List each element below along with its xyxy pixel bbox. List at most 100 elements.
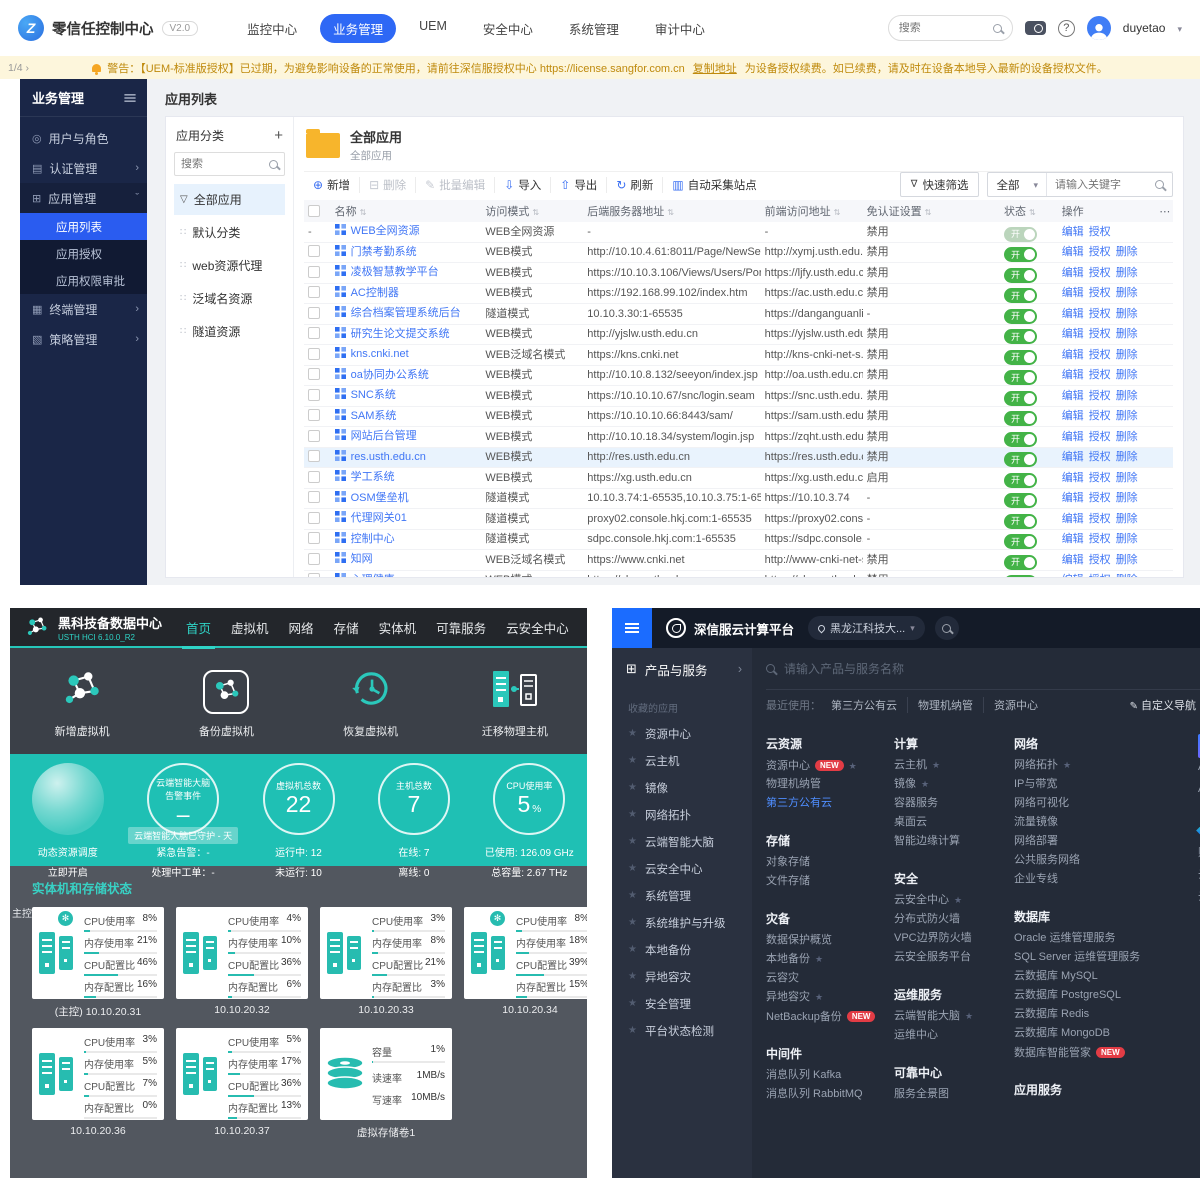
status-toggle[interactable]: 开 xyxy=(1004,308,1038,324)
recent-item[interactable]: 资源中心 xyxy=(983,697,1048,713)
top-nav-item[interactable]: 系统管理 xyxy=(568,22,619,37)
status-toggle[interactable]: 开 xyxy=(1004,513,1038,529)
stat-caption[interactable]: 在线: 7 xyxy=(398,848,430,859)
select-all-checkbox[interactable] xyxy=(308,204,320,217)
row-checkbox[interactable] xyxy=(308,368,320,381)
service-link[interactable]: 分布式防火墙 xyxy=(894,913,960,925)
service-link[interactable]: 数据库智能管家 NEW xyxy=(1014,1043,1192,1062)
service-link[interactable]: 应用服务 xyxy=(1014,1083,1063,1097)
grant-link[interactable]: 授权 xyxy=(1088,492,1111,505)
category-search-input[interactable] xyxy=(181,158,261,170)
status-toggle[interactable]: 开 xyxy=(1004,267,1038,283)
sidebar-item[interactable]: ▧ 策略管理 › xyxy=(20,324,147,354)
sidebar-item[interactable]: 应用授权 xyxy=(20,240,147,267)
edit-link[interactable]: 编辑 xyxy=(1061,225,1084,238)
edit-link[interactable]: 编辑 xyxy=(1061,369,1084,382)
service-link[interactable]: 云端代理 xyxy=(1198,864,1200,886)
row-checkbox[interactable] xyxy=(308,286,320,299)
grant-link[interactable]: 授权 xyxy=(1088,430,1111,443)
service-link[interactable]: 网络拓扑 ★ xyxy=(1014,759,1072,771)
sidebar-item[interactable]: ⊞ 应用管理 ˇ xyxy=(20,183,147,213)
app-name-link[interactable]: 门禁考勤系统 xyxy=(350,245,417,258)
favorite-item[interactable]: ★ 平台状态检测 xyxy=(628,1025,714,1038)
favorite-item[interactable]: ★ 资源中心 xyxy=(628,728,691,741)
service-link[interactable]: 网络 xyxy=(1014,737,1039,751)
status-toggle[interactable]: 开 xyxy=(1004,390,1038,406)
service-link[interactable]: 云数据库 PostgreSQL xyxy=(1014,989,1121,1001)
grant-link[interactable]: 授权 xyxy=(1088,287,1111,300)
favorite-item[interactable]: ★ 云端智能大脑 xyxy=(628,836,714,849)
stat-caption[interactable]: 总容量: 2.67 THz xyxy=(491,868,568,879)
service-link[interactable]: 数据保护概览 xyxy=(766,934,832,946)
service-link[interactable]: 容器服务 xyxy=(894,797,938,809)
category-item[interactable]: ▽ 全部应用 xyxy=(174,184,285,215)
edit-link[interactable]: 编辑 xyxy=(1061,451,1084,464)
delete-link[interactable]: 删除 xyxy=(1115,451,1138,464)
hci-nav-item[interactable]: 虚拟机 xyxy=(231,621,269,636)
grant-link[interactable]: 授权 xyxy=(1088,307,1111,320)
service-link[interactable]: 运维中心 xyxy=(894,1029,938,1041)
delete-link[interactable]: 删除 xyxy=(1115,266,1138,279)
app-name-link[interactable]: SAM系统 xyxy=(350,409,397,422)
status-toggle[interactable]: 开 xyxy=(1004,472,1038,488)
service-link[interactable]: AI人工智能 xyxy=(1198,734,1200,758)
service-link[interactable]: 可靠中心 xyxy=(894,1066,943,1080)
status-toggle[interactable]: 开 xyxy=(1004,370,1038,385)
service-link[interactable]: 云主机 ★ xyxy=(894,759,941,771)
service-link[interactable]: 数据库 xyxy=(1014,910,1051,924)
service-link[interactable]: 云端智能大脑 ★ xyxy=(894,1010,974,1022)
help-icon[interactable]: ? xyxy=(1057,19,1075,37)
favorite-item[interactable]: ★ 系统管理 xyxy=(628,890,691,903)
status-toggle[interactable]: 开 xyxy=(1004,534,1038,549)
edit-link[interactable]: 编辑 xyxy=(1061,328,1084,341)
status-toggle[interactable]: 开 xyxy=(1004,431,1038,447)
edit-link[interactable]: 编辑 xyxy=(1061,512,1084,525)
status-toggle[interactable]: 开 xyxy=(1004,247,1038,262)
service-link[interactable]: 服务全景图 xyxy=(894,1088,949,1100)
service-link[interactable]: 网络可视化 xyxy=(1014,797,1069,809)
service-link[interactable]: 网络部署 xyxy=(1014,835,1058,847)
service-link[interactable]: 对象存储 xyxy=(766,856,810,868)
sidebar-item[interactable]: 应用列表 xyxy=(20,213,147,240)
grant-link[interactable]: 授权 xyxy=(1088,471,1111,484)
app-name-link[interactable]: 控制中心 xyxy=(350,532,395,545)
menu-toggle-button[interactable] xyxy=(612,608,652,648)
category-item[interactable]: ∷ 隧道资源 xyxy=(174,316,285,347)
search-input[interactable] xyxy=(898,22,974,34)
row-checkbox[interactable] xyxy=(308,265,320,278)
hci-nav-item[interactable]: 实体机 xyxy=(378,621,417,636)
edit-link[interactable]: 编辑 xyxy=(1062,574,1084,577)
edit-link[interactable]: 编辑 xyxy=(1061,287,1084,300)
edit-link[interactable]: 编辑 xyxy=(1061,553,1084,566)
edit-link[interactable]: 编辑 xyxy=(1061,307,1084,320)
delete-link[interactable]: 删除 xyxy=(1115,328,1138,341)
top-nav-item[interactable]: 监控中心 xyxy=(247,22,298,37)
customize-nav-button[interactable]: ✎ 自定义导航 xyxy=(1129,700,1196,712)
stat-caption[interactable]: 动态资源调度 xyxy=(37,848,98,859)
app-name-link[interactable]: 凌极智慧教学平台 xyxy=(350,266,439,279)
service-link[interactable]: 计算 xyxy=(894,737,919,751)
service-link[interactable]: SQL Server 运维管理服务 xyxy=(1014,951,1141,963)
toolbar-button[interactable]: ⊕ 新增 xyxy=(313,177,351,192)
grant-link[interactable]: 授权 xyxy=(1088,225,1111,238)
hci-nav-item[interactable]: 可靠服务 xyxy=(436,621,487,636)
service-link[interactable]: 存储 xyxy=(766,834,791,848)
toolbar-button[interactable]: ↻ 刷新 xyxy=(606,176,662,193)
delete-link[interactable]: 删除 xyxy=(1115,430,1138,443)
search-icon[interactable] xyxy=(1155,180,1164,189)
collapse-sidebar-icon[interactable] xyxy=(124,93,136,102)
app-name-link[interactable]: kns.cnki.net xyxy=(350,348,409,361)
grant-link[interactable]: 授权 xyxy=(1088,533,1111,546)
grant-link[interactable]: 授权 xyxy=(1088,553,1111,566)
stat-caption[interactable]: 紧急告警：- xyxy=(156,848,210,859)
edit-link[interactable]: 编辑 xyxy=(1061,246,1084,259)
region-select[interactable]: 黑龙江科技大... xyxy=(808,616,925,640)
service-link[interactable]: 云资源 xyxy=(766,737,803,751)
filter-scope-select[interactable]: 全部 xyxy=(988,173,1047,196)
row-checkbox[interactable] xyxy=(308,306,320,319)
row-checkbox[interactable] xyxy=(308,327,320,340)
row-checkbox[interactable] xyxy=(308,470,320,483)
service-link[interactable]: 云安全服务平台 xyxy=(894,951,971,963)
